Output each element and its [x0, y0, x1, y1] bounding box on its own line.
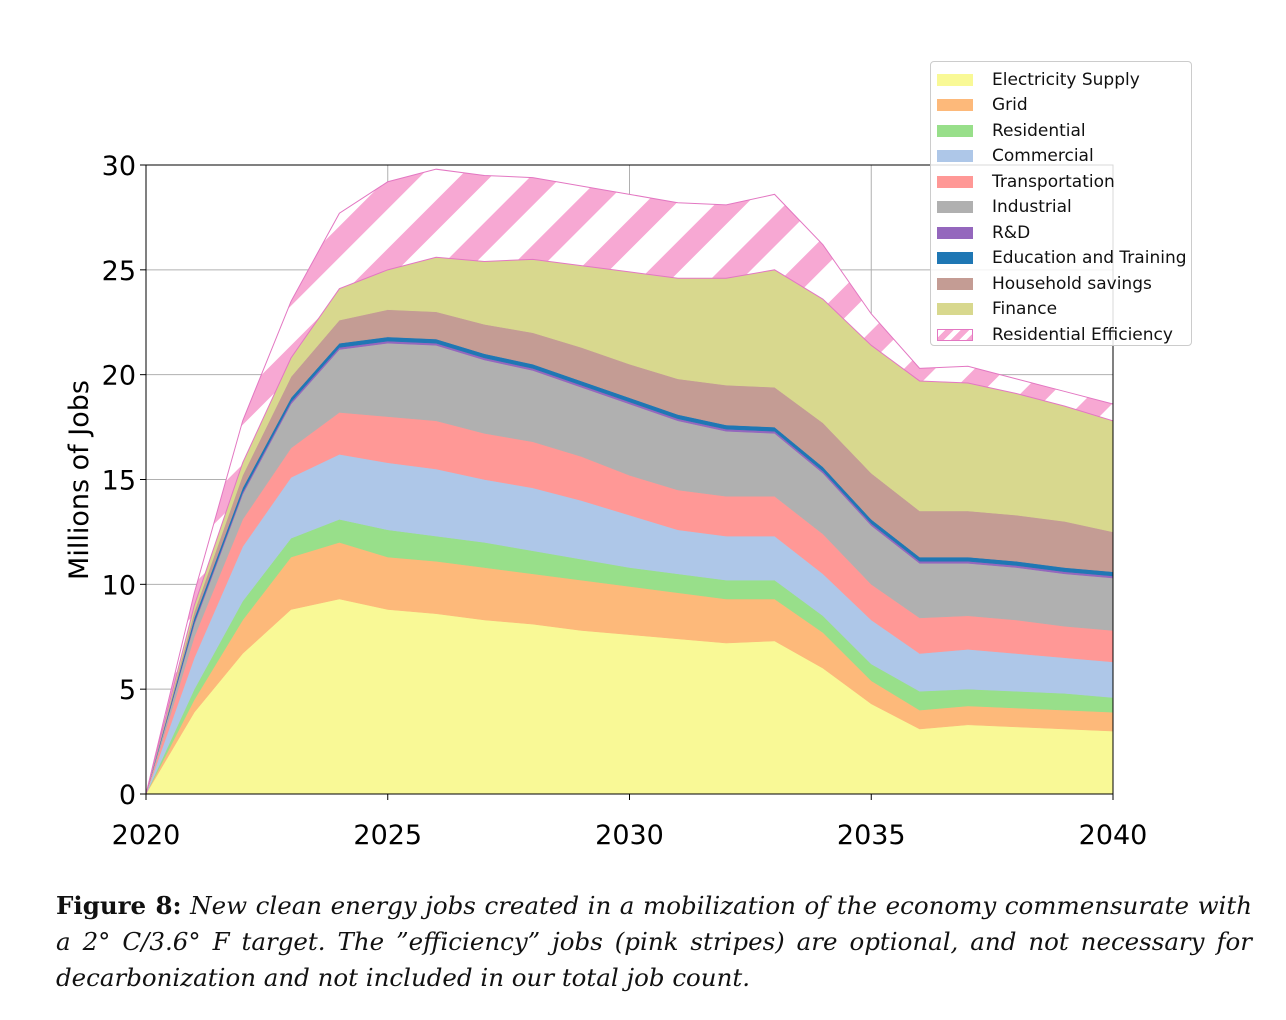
- legend-swatch: [937, 226, 973, 239]
- figure-caption: Figure 8: New clean energy jobs created …: [56, 888, 1252, 996]
- legend-swatch: [937, 303, 973, 316]
- legend: Electricity Supply Grid Residential Commerc…: [930, 61, 1192, 346]
- caption-text: New clean energy jobs created in a mobil…: [56, 891, 1252, 992]
- legend-label: Transportation: [992, 171, 1115, 192]
- legend-item: Residential Efficiency: [931, 322, 1191, 348]
- legend-label: Education and Training: [992, 248, 1187, 269]
- x-tick-label: 2020: [112, 820, 181, 851]
- legend-label: Grid: [992, 95, 1028, 116]
- legend-item: Industrial: [931, 195, 1191, 221]
- legend-item: Household savings: [931, 271, 1191, 297]
- legend-label: Residential: [992, 120, 1086, 141]
- legend-label: Commercial: [992, 146, 1094, 167]
- y-tick-label: 25: [102, 256, 136, 287]
- legend-item: Residential: [931, 118, 1191, 144]
- legend-swatch: [937, 73, 973, 86]
- x-tick-label: 2025: [353, 820, 422, 851]
- y-tick-label: 30: [102, 151, 136, 182]
- legend-swatch: [937, 99, 973, 112]
- legend-label: Electricity Supply: [992, 69, 1140, 90]
- legend-item: Education and Training: [931, 246, 1191, 272]
- y-tick-label: 5: [119, 675, 136, 706]
- legend-swatch: [937, 277, 973, 290]
- legend-item: Electricity Supply: [931, 67, 1191, 93]
- y-tick-label: 15: [102, 466, 136, 497]
- legend-label: Residential Efficiency: [992, 324, 1173, 345]
- legend-swatch: [937, 175, 973, 188]
- legend-swatch: [937, 124, 973, 137]
- legend-item: Grid: [931, 93, 1191, 119]
- legend-label: R&D: [992, 222, 1031, 243]
- y-tick-label: 10: [102, 570, 136, 601]
- legend-item: Commercial: [931, 144, 1191, 170]
- x-tick-label: 2030: [595, 820, 664, 851]
- legend-swatch: [937, 328, 973, 341]
- x-tick-label: 2040: [1079, 820, 1148, 851]
- legend-swatch: [937, 150, 973, 163]
- y-tick-label: 20: [102, 361, 136, 392]
- legend-label: Industrial: [992, 197, 1072, 218]
- y-axis-label: Millions of Jobs: [64, 380, 95, 580]
- legend-item: Transportation: [931, 169, 1191, 195]
- legend-label: Household savings: [992, 273, 1152, 294]
- legend-swatch: [937, 201, 973, 214]
- x-tick-label: 2035: [837, 820, 906, 851]
- legend-item: Finance: [931, 297, 1191, 323]
- y-tick-label: 0: [119, 780, 136, 811]
- legend-swatch: [937, 252, 973, 265]
- caption-label: Figure 8:: [56, 891, 182, 920]
- legend-item: R&D: [931, 220, 1191, 246]
- legend-label: Finance: [992, 299, 1058, 320]
